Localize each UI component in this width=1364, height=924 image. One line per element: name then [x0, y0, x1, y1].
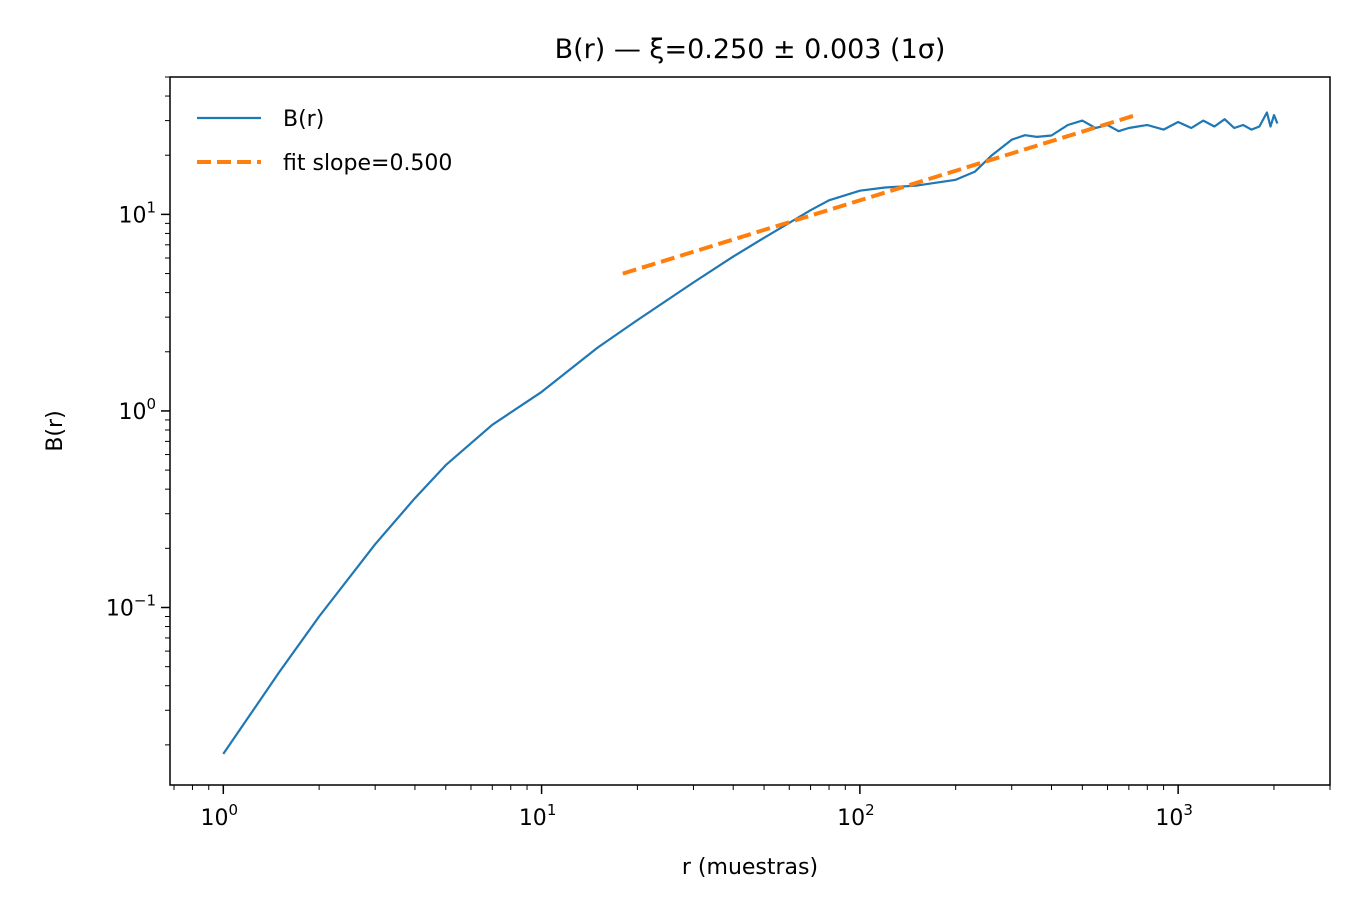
legend-label-bline: B(r)	[283, 107, 324, 132]
plot-area	[222, 111, 1279, 755]
x-axis-label: r (muestras)	[682, 855, 818, 880]
x-tick-label: 100	[201, 801, 239, 831]
y-tick-label: 10−1	[106, 591, 156, 621]
legend: B(r) fit slope=0.500	[197, 107, 452, 176]
chart-title: B(r) — ξ=0.250 ± 0.003 (1σ)	[555, 34, 946, 65]
y-tick-label: 101	[118, 198, 156, 228]
y-axis-label: B(r)	[43, 410, 68, 451]
series-line-1	[622, 112, 1139, 276]
x-tick-label: 103	[1155, 801, 1193, 831]
legend-label-fit: fit slope=0.500	[283, 151, 452, 176]
axis-ticks: 100 101 102 103 10−1 100 101	[106, 76, 1331, 831]
x-tick-label: 102	[837, 801, 875, 831]
series-line-0	[222, 111, 1279, 755]
y-tick-label: 100	[118, 395, 156, 425]
plot-frame	[169, 76, 1331, 786]
x-tick-label: 101	[519, 801, 557, 831]
